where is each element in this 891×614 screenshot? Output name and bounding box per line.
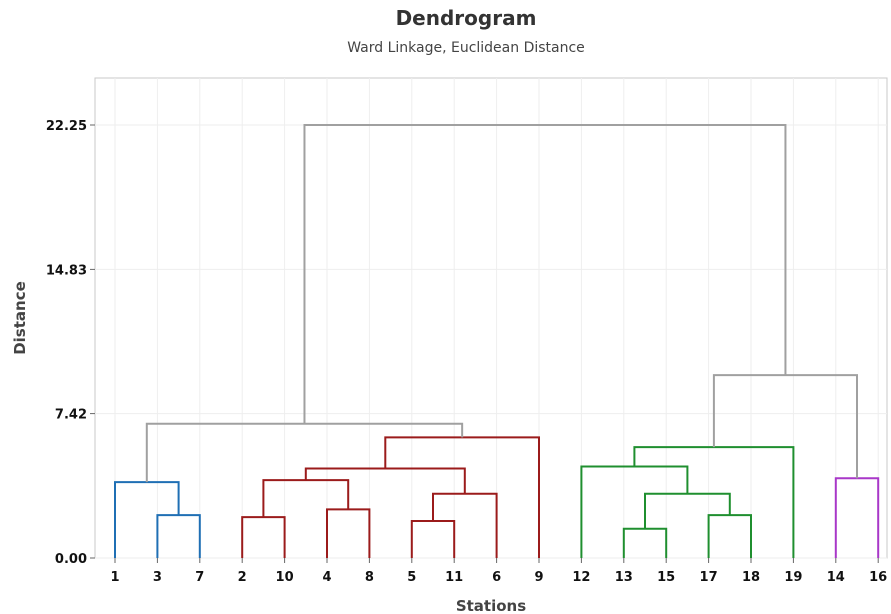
x-tick-label-19: 19 [784, 570, 802, 585]
x-tick-label-11: 11 [445, 570, 463, 585]
x-tick-label-18: 18 [742, 570, 760, 585]
link-13-15 [622, 527, 668, 558]
y-axis-label: Distance [11, 281, 29, 355]
chart-subtitle: Ward Linkage, Euclidean Distance [347, 40, 585, 56]
x-tick-label-2: 2 [238, 570, 247, 585]
x-tick-label-10: 10 [276, 570, 294, 585]
y-tick-label: 14.83 [46, 263, 87, 278]
x-axis-label: Stations [456, 597, 526, 614]
x-axis-ticks: 1 3 7 2 10 4 8 5 11 6 9 12 13 15 17 18 19 14 16 [110, 558, 887, 585]
link-17-18 [707, 514, 752, 558]
link-f-6 [432, 492, 498, 558]
x-tick-label-5: 5 [407, 570, 416, 585]
link-k-l [644, 492, 731, 529]
x-tick-label-6: 6 [492, 570, 501, 585]
x-tick-label-3: 3 [153, 570, 162, 585]
chart-title: Dendrogram [396, 6, 537, 30]
link-5-11 [410, 520, 456, 558]
y-tick-label: 22.25 [46, 119, 87, 134]
x-tick-label-4: 4 [322, 570, 331, 585]
x-tick-label-15: 15 [657, 570, 675, 585]
x-tick-label-16: 16 [869, 570, 887, 585]
x-tick-label-8: 8 [365, 570, 374, 585]
x-tick-label-14: 14 [827, 570, 845, 585]
y-tick-label: 7.42 [55, 408, 87, 423]
plot-area [94, 77, 888, 559]
y-axis-ticks: 0.00 7.42 14.83 22.25 [46, 119, 95, 567]
link-3-7 [156, 514, 201, 558]
y-tick-label: 0.00 [55, 552, 87, 567]
link-o-p [712, 374, 858, 479]
x-tick-label-17: 17 [700, 570, 718, 585]
link-12-m [580, 465, 689, 558]
link-j-q [303, 124, 787, 424]
x-tick-label-7: 7 [195, 570, 204, 585]
dendrogram-links [114, 124, 880, 558]
link-h-9 [384, 436, 540, 558]
link-2-10 [241, 516, 286, 558]
x-tick-label-9: 9 [534, 570, 543, 585]
link-e-g [304, 467, 466, 494]
x-tick-label-1: 1 [110, 570, 119, 585]
x-tick-label-13: 13 [615, 570, 633, 585]
x-tick-label-12: 12 [572, 570, 590, 585]
